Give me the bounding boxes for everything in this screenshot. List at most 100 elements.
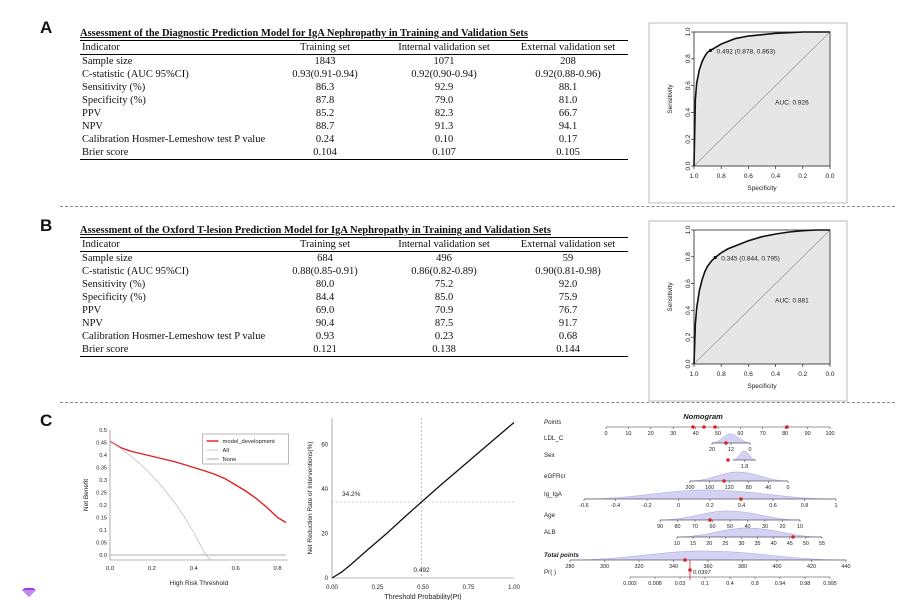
scale-tick-label: 100	[826, 431, 835, 437]
table-row: Brier score 0.104 0.107 0.105	[80, 146, 628, 160]
row-value: 0.17	[558, 134, 578, 145]
table-row: Sample size 684 496 59	[80, 252, 628, 266]
x-tick-label: 0.6	[744, 173, 753, 180]
highlight-point	[791, 535, 795, 539]
scale-tick-label: 30	[670, 431, 676, 437]
highlight-point	[708, 518, 712, 522]
y-tick-label: 0.5	[99, 428, 107, 434]
diagonal-line	[693, 229, 831, 365]
highlight-point	[739, 497, 743, 501]
scale-tick-label: 0.98	[800, 581, 811, 587]
row-value: 82.3	[434, 108, 454, 119]
row-value: 0.92(0.90-0.94)	[411, 69, 477, 80]
row-value: 496	[436, 253, 452, 264]
roc-chart-a: 1.0 0.8 0.6 0.4 0.2 0.0 0.0 0.2 0.4 0.6 0.8 1.0 Spec…	[648, 22, 848, 204]
threshold-annotation: 0.492 (0.878, 0.863)	[717, 48, 776, 55]
x-tick-label: 0.75	[463, 585, 475, 591]
x-tick-label: 0.6	[744, 371, 753, 378]
plot-border	[693, 229, 831, 365]
row-value: 0.104	[313, 147, 337, 158]
row-value: 86.3	[315, 82, 335, 93]
row-value: 75.2	[434, 279, 454, 290]
scale-tick-label: 80	[675, 524, 681, 530]
scale-tick-label: 60	[710, 524, 716, 530]
highlight-point	[724, 441, 728, 445]
scale-tick-label: -0.2	[642, 503, 651, 509]
y-tick-label: 0.1	[99, 528, 107, 534]
row-value: 0.121	[313, 344, 337, 355]
x-tick-label: 0.2	[798, 173, 807, 180]
x-tick-label: 0.6	[232, 566, 240, 572]
density-shape	[711, 433, 751, 444]
plot-border	[693, 31, 831, 167]
threshold-point	[708, 48, 713, 52]
table-b: Assessment of the Oxford T-lesion Predic…	[80, 225, 628, 357]
legend-entry: model_development	[223, 439, 276, 445]
highlight-value: 0.0397	[693, 570, 712, 576]
scale-tick-label: 10	[674, 541, 680, 547]
scale-tick-label: 0.008	[648, 581, 662, 587]
chart-frame	[648, 220, 848, 402]
scale-tick-label: -0.6	[579, 503, 588, 509]
y-axis-label: Net Benefit	[83, 479, 90, 511]
scale-tick-label: 320	[635, 564, 644, 570]
scale-tick-label: 0.8	[801, 503, 809, 509]
scale-tick-label: 15	[690, 541, 696, 547]
y-tick-label: 0.0	[99, 553, 107, 559]
diagonal-line	[693, 31, 831, 167]
scale-tick-label: 0.2	[706, 503, 714, 509]
scale-label-1: LDL_C	[544, 435, 564, 442]
scale-tick-label: 0.002	[623, 581, 637, 587]
table-a-header: Indicator Training set Internal validation…	[80, 40, 628, 55]
table-row: Sensitivity (%) 86.3 92.9 88.1	[80, 81, 628, 94]
row-value: 88.1	[558, 82, 578, 93]
row-value: 75.9	[558, 292, 578, 303]
y-tick-label: 0.4	[99, 453, 107, 459]
row-value: 0.68	[558, 331, 578, 342]
y-tick-label: 0.45	[96, 441, 107, 447]
roc-curve	[693, 31, 830, 167]
x-tick-label: 0.00	[326, 585, 338, 591]
row-indicator: Sample size	[82, 56, 133, 67]
scale-tick-label: 1.8	[741, 464, 749, 470]
table-header-cell: Indicator	[82, 239, 120, 250]
scale-tick-label: 0	[677, 503, 680, 509]
scale-label-4: Ig_IgA	[544, 491, 563, 498]
row-value: 1843	[314, 56, 336, 67]
scale-tick-label: 0	[605, 431, 608, 437]
y-tick-label: 0.25	[96, 491, 107, 497]
scale-tick-label: 280	[566, 564, 575, 570]
scale-tick-label: 200	[686, 485, 695, 491]
roc-curve	[693, 229, 830, 365]
row-value: 81.0	[558, 95, 578, 106]
series-line-all	[109, 440, 211, 561]
scale-label-3: eGFRcr	[544, 473, 566, 480]
scale-tick-label: 40	[771, 541, 777, 547]
density-shape	[569, 550, 847, 561]
row-indicator: Calibration Hosmer-Lemeshow test P value	[82, 134, 266, 145]
y-tick-label: 0.6	[685, 81, 692, 90]
scale-tick-label: 50	[803, 541, 809, 547]
row-value: 0.105	[556, 147, 580, 158]
scale-label-2: Sex	[544, 452, 556, 459]
table-a-title: Assessment of the Diagnostic Prediction …	[80, 28, 528, 39]
row-value: 0.93	[315, 331, 335, 342]
scale-tick-label: 0.995	[823, 581, 837, 587]
scale-tick-label: 360	[704, 564, 713, 570]
x-axis-label: Threshold Probability(Pt)	[384, 594, 461, 600]
row-value: 0.92(0.88-0.96)	[535, 69, 601, 80]
y-tick-label: 1.0	[685, 27, 692, 36]
y-tick-label: 0.4	[685, 306, 692, 315]
scale-tick-label: 50	[715, 431, 721, 437]
x-tick-label: 0.8	[717, 371, 726, 378]
scale-tick-label: 0.03	[675, 581, 686, 587]
scale-tick-label: 35	[755, 541, 761, 547]
legend-entry: All	[223, 448, 229, 454]
row-value: 0.10	[434, 134, 454, 145]
table-row: PPV 69.0 70.9 76.7	[80, 304, 628, 317]
row-value: 91.7	[558, 318, 578, 329]
row-value: 684	[317, 253, 333, 264]
scale-tick-label: 45	[787, 541, 793, 547]
scale-tick-label: 0.4	[738, 503, 746, 509]
